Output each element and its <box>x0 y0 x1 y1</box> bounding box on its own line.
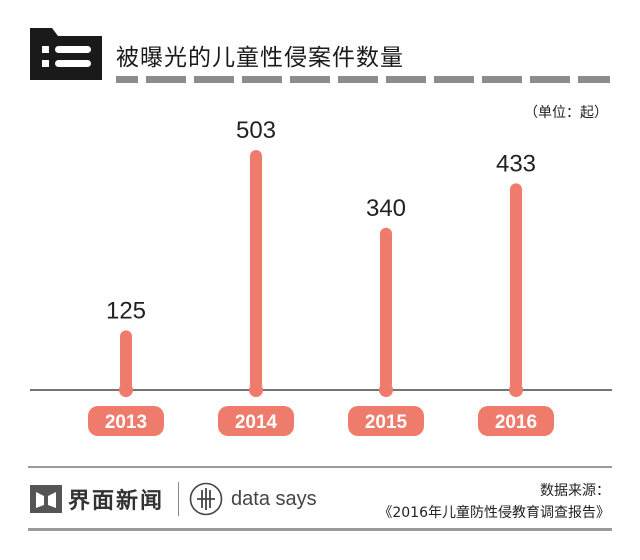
x-tick-label: 2015 <box>365 412 408 433</box>
brand-name: 界面新闻 <box>68 489 165 514</box>
brand-separator <box>178 482 180 516</box>
data-label: 433 <box>496 150 536 177</box>
list-folder-icon <box>30 28 102 80</box>
bar-base-dot <box>119 383 133 397</box>
bar-chart: 125 2013 503 2014 340 2015 433 2016 <box>30 117 612 436</box>
year-pill <box>478 406 554 436</box>
data-label: 340 <box>366 195 406 222</box>
year-pill <box>218 406 294 436</box>
data-label: 503 <box>236 117 276 144</box>
bar-base-dot <box>509 383 523 397</box>
bar <box>380 227 392 390</box>
source-label: 数据来源： <box>540 483 610 499</box>
footer-divider <box>28 466 612 468</box>
source-text: 《2016年儿童防性侵教育调查报告》 <box>378 505 610 521</box>
x-tick-label: 2014 <box>235 412 278 433</box>
source-block: 数据来源： 《2016年儿童防性侵教育调查报告》 <box>378 480 610 524</box>
bar <box>510 183 522 390</box>
data-says-text: data says <box>231 487 317 510</box>
year-pill <box>88 406 164 436</box>
unit-label: （单位：起） <box>524 105 608 121</box>
bar <box>120 330 132 390</box>
brand-block: 界面新闻 data says <box>30 482 317 516</box>
jiemian-logo-icon <box>30 485 62 513</box>
data-says-logo-icon <box>189 482 223 516</box>
data-label: 125 <box>106 297 146 324</box>
bar-base-dot <box>379 383 393 397</box>
chart-title: 被曝光的儿童性侵案件数量 <box>116 45 404 71</box>
bar-base-dot <box>249 383 263 397</box>
x-tick-label: 2016 <box>495 412 537 433</box>
title-underline-dashes <box>116 76 610 83</box>
footer-bottom-rule <box>28 528 612 531</box>
bar <box>250 150 262 390</box>
year-pill <box>348 406 424 436</box>
x-tick-label: 2013 <box>105 412 147 433</box>
